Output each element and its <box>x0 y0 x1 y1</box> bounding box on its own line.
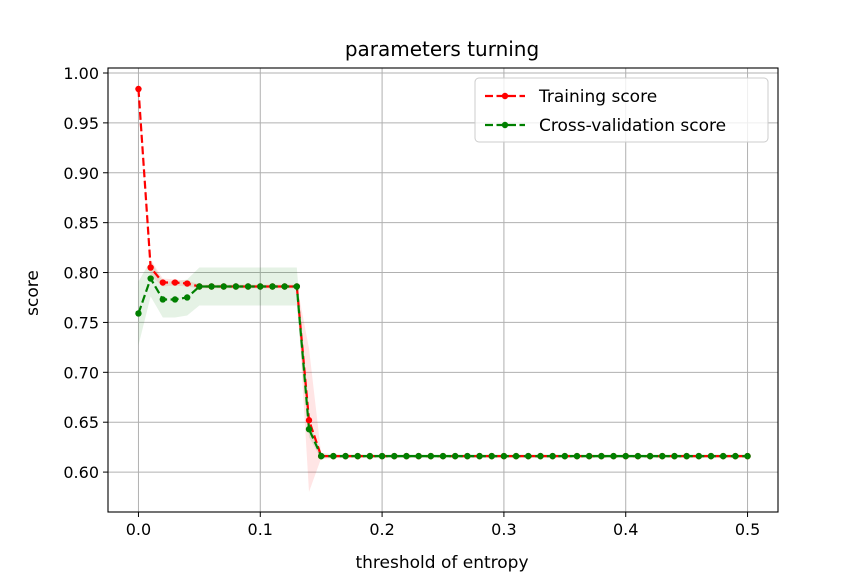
cross-validation-score-point <box>391 452 398 460</box>
y-tick-label: 0.85 <box>63 214 99 233</box>
y-tick-label: 0.75 <box>63 313 99 332</box>
cross-validation-score-point <box>671 452 678 460</box>
cross-validation-score-point <box>719 452 727 460</box>
cross-validation-score-point <box>634 452 642 460</box>
cross-validation-score-point <box>293 283 301 290</box>
training-score-point <box>135 85 142 93</box>
legend-label-training-score: Training score <box>538 87 657 107</box>
x-tick-label: 0.1 <box>248 520 273 539</box>
y-tick-label: 0.60 <box>63 463 99 482</box>
cross-validation-score-point <box>695 452 703 460</box>
cross-validation-score-point <box>439 452 447 460</box>
y-tick-label: 0.65 <box>63 413 99 432</box>
legend-label-cross-validation-score: Cross-validation score <box>539 116 726 136</box>
grid-lines <box>108 68 778 512</box>
cross-validation-score-point <box>488 452 495 460</box>
cross-validation-score-point <box>183 294 191 301</box>
cross-validation-score-point <box>451 452 459 460</box>
cross-validation-score-point <box>135 310 142 317</box>
cross-validation-score-point <box>196 283 203 290</box>
cross-validation-score-point <box>317 452 325 460</box>
cross-validation-score-point <box>464 452 471 460</box>
axis-ticks: 0.0 0.1 0.2 0.3 0.4 0.5 0.60 0.65 0.70 0.75 0.80 0.… <box>63 64 760 539</box>
y-axis-label: score <box>23 270 43 316</box>
cross-validation-score-point <box>281 283 288 290</box>
cross-validation-score-point <box>646 452 654 460</box>
cross-validation-score-point <box>598 452 605 460</box>
cross-validation-score-point <box>549 452 556 460</box>
x-tick-label: 0.0 <box>126 520 151 539</box>
cross-validation-score-point <box>171 296 179 303</box>
x-tick-label: 0.2 <box>369 520 394 539</box>
cross-validation-score-point <box>585 452 593 460</box>
x-axis-label: threshold of entropy <box>355 553 528 573</box>
cross-validation-score-point <box>159 296 167 303</box>
legend-marker-training-score <box>501 92 509 100</box>
cross-validation-score-point <box>366 452 374 460</box>
cross-validation-score-point <box>561 452 569 460</box>
cross-validation-score-point <box>707 452 715 460</box>
cross-validation-score-point <box>476 452 483 460</box>
legend-box <box>474 77 769 143</box>
cross-validation-score-point <box>610 452 617 460</box>
y-tick-label: 0.95 <box>63 114 99 133</box>
cross-validation-score-point <box>330 452 337 460</box>
x-tick-label: 0.3 <box>491 520 516 539</box>
cross-validation-score-point <box>244 283 252 290</box>
cross-validation-score-point <box>573 452 581 460</box>
cross-validation-score-point <box>305 425 313 433</box>
cross-validation-score-point <box>683 452 690 460</box>
training-score-point <box>183 280 191 287</box>
cross-validation-score-point <box>415 452 422 460</box>
cross-validation-score-point <box>427 452 435 460</box>
cross-validation-score-point <box>525 452 532 460</box>
x-tick-label: 0.5 <box>735 520 760 539</box>
cross-validation-score-point <box>257 283 264 290</box>
std-bands <box>138 86 748 493</box>
y-tick-label: 0.80 <box>63 264 99 283</box>
training-score-point <box>171 279 179 286</box>
cross-validation-score-std-band <box>138 260 748 460</box>
cross-validation-score-line <box>137 275 748 458</box>
training-score-point <box>159 279 167 286</box>
y-tick-label: 0.90 <box>63 164 99 183</box>
x-tick-label: 0.4 <box>613 520 638 539</box>
legend: Training score Cross-validation score <box>474 77 769 143</box>
cross-validation-score-point <box>744 452 751 460</box>
plot-area-frame <box>107 67 779 513</box>
cross-validation-score-point <box>537 452 544 460</box>
cross-validation-score-point <box>342 452 349 460</box>
cross-validation-score-point <box>220 283 227 290</box>
series-markers <box>135 85 751 460</box>
cross-validation-score-point <box>147 275 154 282</box>
cross-validation-score-point <box>732 452 739 460</box>
y-tick-label: 0.70 <box>63 363 99 382</box>
cross-validation-score-point <box>403 452 410 460</box>
cross-validation-score-point <box>354 452 361 460</box>
cross-validation-score-point <box>622 452 629 460</box>
cross-validation-score-point <box>659 452 666 460</box>
cross-validation-score-point <box>269 283 276 290</box>
cross-validation-score-point <box>232 283 240 290</box>
cross-validation-score-point <box>208 283 215 290</box>
training-score-point <box>147 264 154 271</box>
cross-validation-score-point <box>512 452 520 460</box>
y-tick-label: 1.00 <box>63 64 99 83</box>
legend-marker-cross-validation-score <box>501 121 509 129</box>
cross-validation-score-point <box>500 452 508 460</box>
cross-validation-score-point <box>378 452 386 460</box>
chart-title: parameters turning <box>345 37 539 61</box>
training-score-point <box>305 417 313 424</box>
